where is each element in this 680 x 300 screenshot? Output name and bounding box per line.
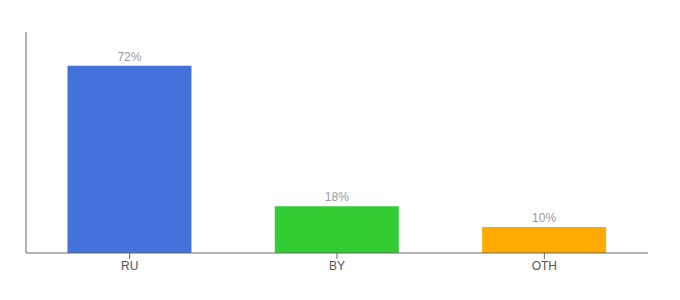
svg-text:72%: 72% [117,50,141,64]
svg-text:RU: RU [121,259,138,273]
svg-text:OTH: OTH [532,259,557,273]
svg-text:BY: BY [329,259,345,273]
svg-text:18%: 18% [325,190,349,204]
svg-text:10%: 10% [532,211,556,225]
